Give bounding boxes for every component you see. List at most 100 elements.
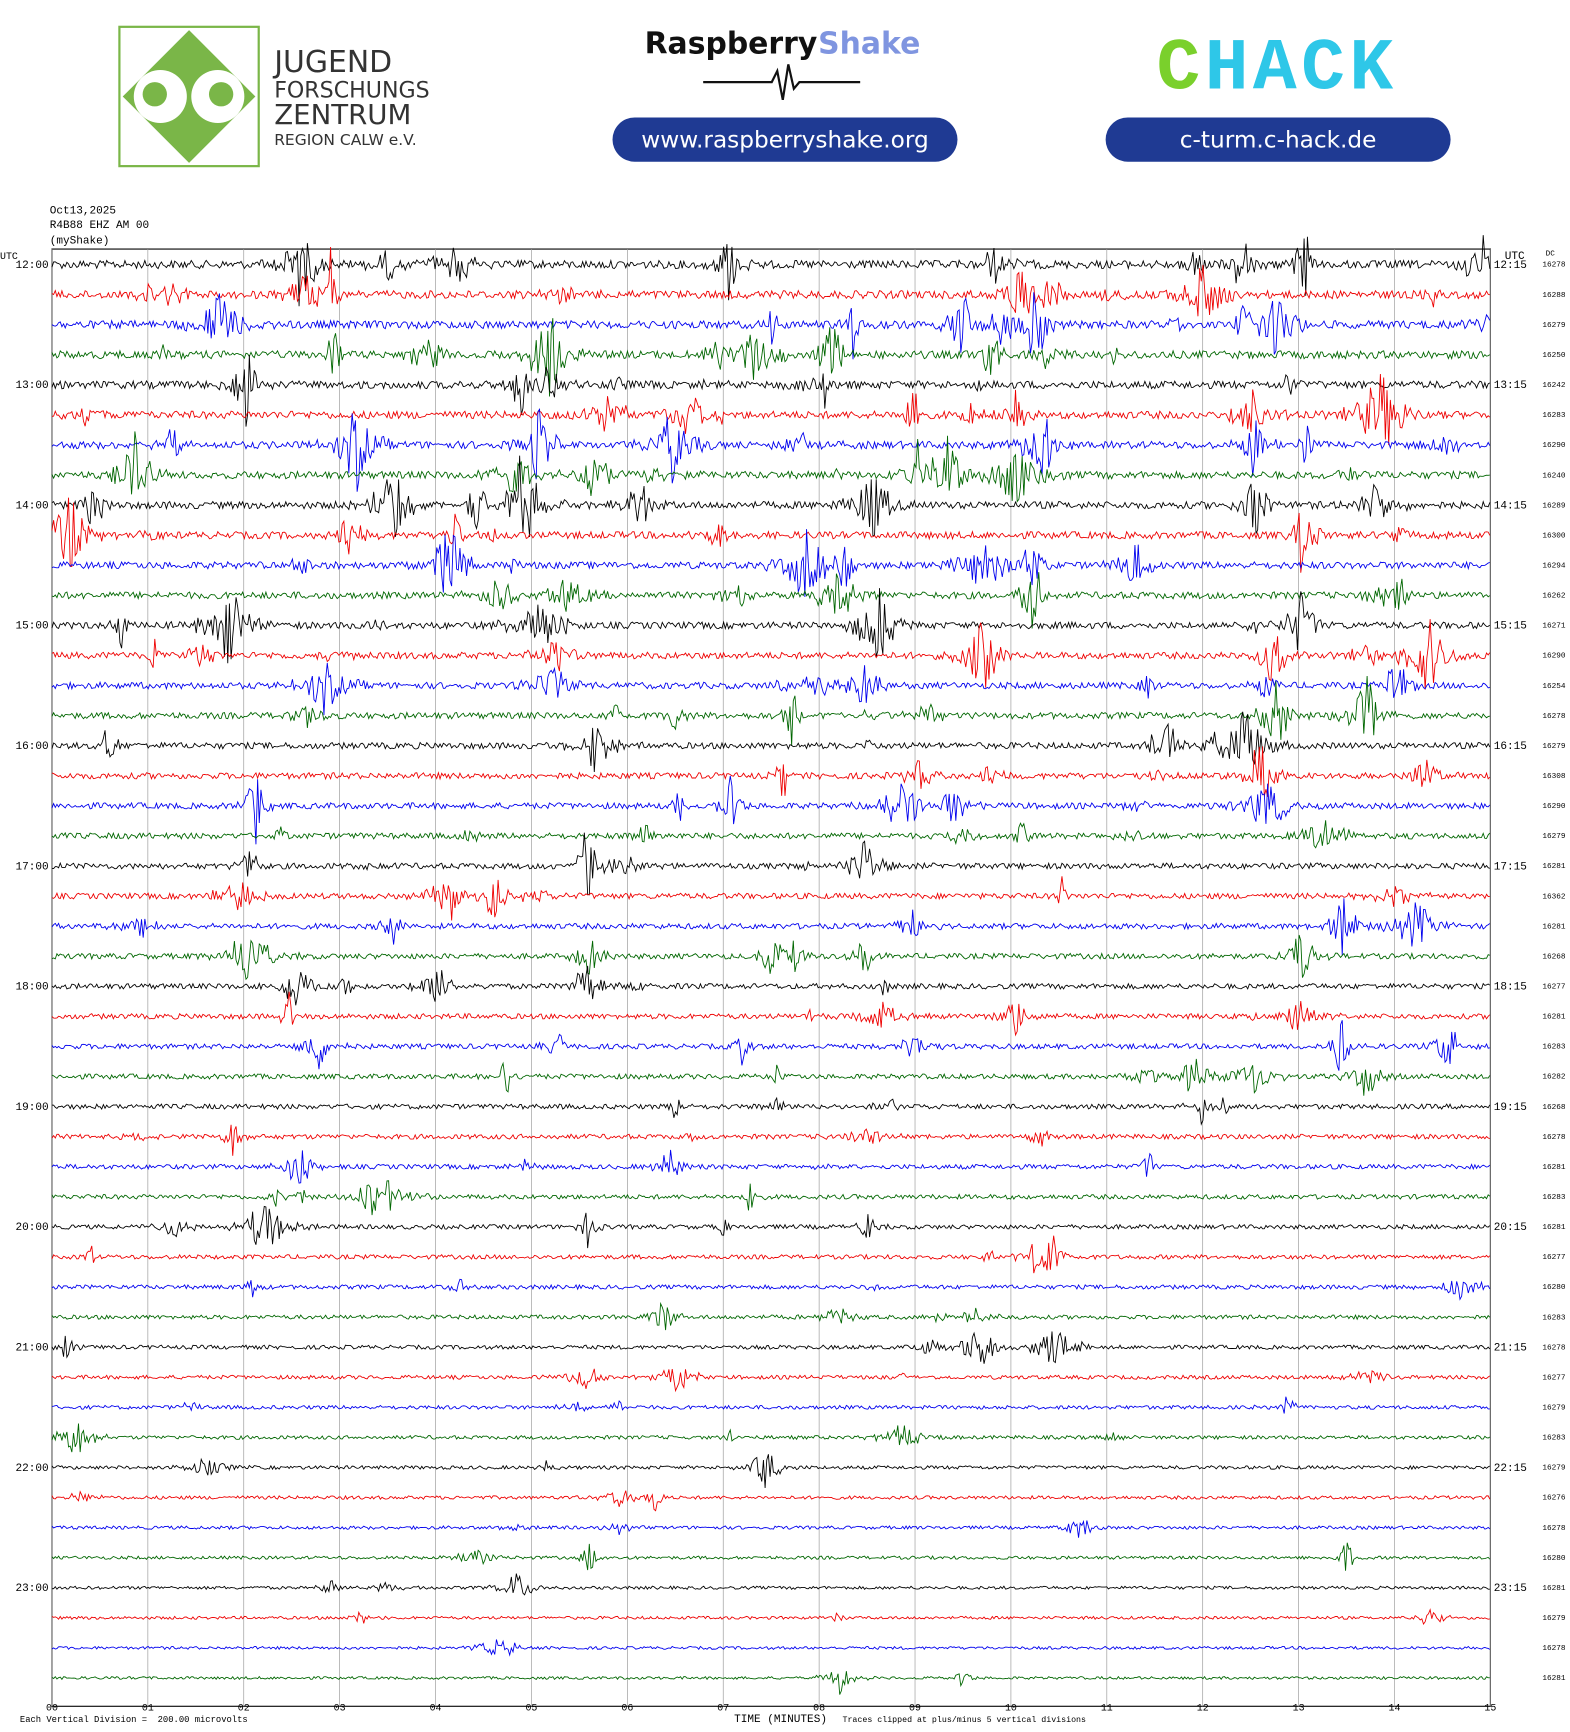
trace [51, 1180, 1491, 1216]
dc-value: 16279 [1542, 1615, 1566, 1623]
hour-label: 13:00 [15, 380, 48, 392]
trace [51, 832, 1490, 896]
dc-value: 16281 [1542, 863, 1566, 871]
minute-label: 01 [142, 1703, 154, 1714]
trace [51, 588, 1491, 664]
trace [51, 1423, 1491, 1453]
dc-value: 16240 [1542, 472, 1566, 480]
dc-value: 16262 [1542, 593, 1566, 601]
rs-wave [703, 64, 861, 101]
dc-value: 16278 [1542, 713, 1566, 721]
hour-label: 19:00 [15, 1102, 48, 1114]
dc-value: 16268 [1542, 953, 1566, 961]
trace [51, 1096, 1491, 1126]
utc-left: UTC [0, 251, 18, 262]
hour-label: 13:15 [1494, 380, 1527, 392]
dc-value: 16277 [1542, 1374, 1566, 1382]
trace [51, 1368, 1491, 1393]
dc-value: 16281 [1542, 1014, 1566, 1022]
dc-value: 16281 [1542, 1224, 1566, 1232]
dc-value: 16279 [1542, 1465, 1566, 1473]
trace [51, 407, 1491, 492]
hour-label: 15:00 [15, 621, 48, 633]
trace [51, 676, 1490, 746]
dc-value: 16242 [1542, 382, 1566, 390]
trace [51, 965, 1491, 1006]
dc-value: 16277 [1542, 1254, 1566, 1262]
trace [51, 247, 1490, 317]
dc-value: 16271 [1542, 623, 1566, 631]
url-pill [1105, 117, 1451, 162]
hour-label: 12:00 [15, 260, 48, 272]
traces [51, 235, 1491, 1695]
chack-c: C [1156, 28, 1204, 111]
trace [51, 1519, 1491, 1538]
trace [51, 1573, 1490, 1596]
station-channel: R4B88 EHZ AM 00 [50, 220, 149, 232]
trace [51, 529, 1491, 598]
dc-value: 16254 [1542, 683, 1566, 691]
hour-label: 15:15 [1494, 621, 1527, 633]
dc-value: 16279 [1542, 322, 1566, 330]
x-label: TIME (MINUTES) [734, 1714, 827, 1726]
dc-value: 16278 [1542, 1344, 1566, 1352]
chack-logo: CHACK c-turm.c-hack.de [1105, 28, 1451, 162]
minute-label: 12 [1197, 1703, 1209, 1714]
trace [51, 662, 1490, 716]
dc-value: 16283 [1542, 1194, 1566, 1202]
trace [51, 431, 1490, 503]
minute-label: 07 [717, 1703, 729, 1714]
trace [51, 1639, 1491, 1657]
dc-value: 16279 [1542, 833, 1566, 841]
dc-value: 16294 [1542, 562, 1566, 570]
dc-value: 16288 [1542, 292, 1566, 300]
dc-value: 16279 [1542, 743, 1566, 751]
trace [51, 1331, 1491, 1364]
labels: 00 01 02 03 04 05 06 07 08 09 10 11 12 13 14 15 12:00 12:… [15, 260, 1565, 1714]
scale-note: Each Vertical Division = 200.00 microvol… [20, 1715, 248, 1725]
hour-label: 19:15 [1494, 1102, 1527, 1114]
trace [51, 1235, 1491, 1274]
hour-label: 18:00 [15, 982, 48, 994]
dc-value: 16290 [1542, 803, 1566, 811]
owl-pupil [208, 82, 234, 107]
hour-label: 17:15 [1494, 861, 1527, 873]
chack-url: c-turm.c-hack.de [1180, 126, 1377, 153]
trace [51, 1490, 1491, 1512]
trace [51, 775, 1491, 845]
rs-shake: Shake [818, 26, 920, 61]
dc-value: 16281 [1542, 1585, 1566, 1593]
dc-value: 16283 [1542, 1314, 1566, 1322]
dc-value: 16276 [1542, 1495, 1566, 1503]
minute-label: 13 [1293, 1703, 1305, 1714]
dc-header: DC [1546, 251, 1556, 259]
owl-body [122, 30, 256, 163]
trace [51, 619, 1491, 690]
trace [51, 1278, 1491, 1301]
hour-label: 22:00 [15, 1463, 48, 1475]
hour-label: 22:15 [1494, 1463, 1527, 1475]
dc-value: 16279 [1542, 1405, 1566, 1413]
dc-value: 16278 [1542, 1525, 1566, 1533]
trace [51, 318, 1491, 397]
plot-frame [51, 248, 1491, 1707]
trace [51, 355, 1491, 427]
hour-label: 21:15 [1494, 1342, 1527, 1354]
trace [51, 1396, 1490, 1414]
dc-value: 16289 [1542, 502, 1566, 510]
dc-value: 16278 [1542, 262, 1566, 270]
hour-label: 18:15 [1494, 982, 1527, 994]
trace [51, 991, 1491, 1037]
hour-label: 17:00 [15, 861, 48, 873]
dc-value: 16283 [1542, 1044, 1566, 1052]
url-pill [612, 117, 958, 162]
dc-value: 16268 [1542, 1104, 1566, 1112]
rs-name: Raspberry [645, 26, 818, 61]
logo-text: ZENTRUM [274, 98, 411, 131]
trace [51, 572, 1491, 629]
clip-note: Traces clipped at plus/minus 5 vertical … [842, 1715, 1086, 1725]
dc-value: 16250 [1542, 352, 1566, 360]
trace [51, 1301, 1491, 1331]
hour-label: 20:15 [1494, 1222, 1527, 1234]
